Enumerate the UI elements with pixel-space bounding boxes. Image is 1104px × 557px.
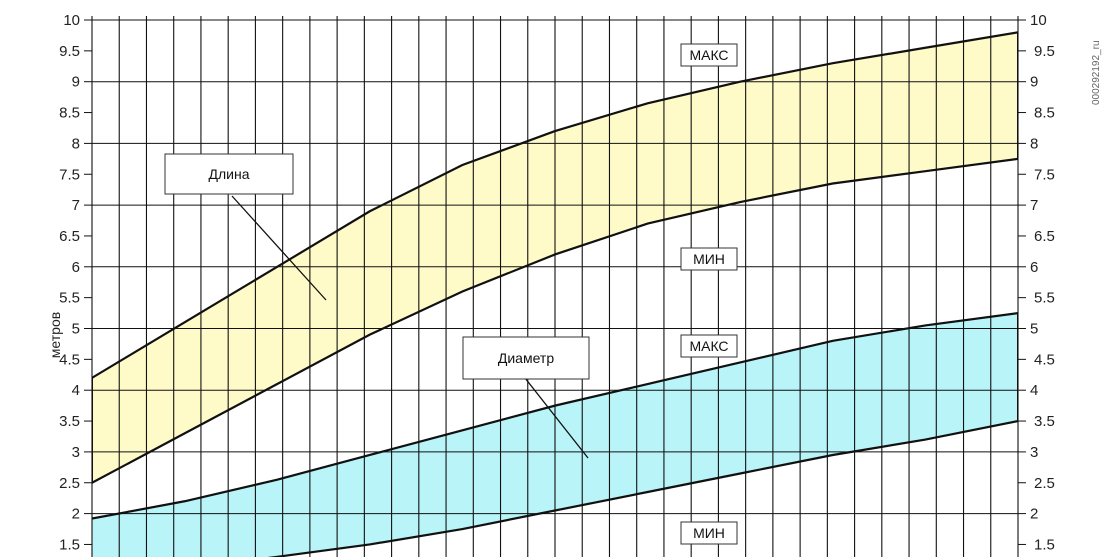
- series-min-line-1: [267, 419, 1018, 557]
- series-label-length-text: Длина: [209, 166, 250, 182]
- y-tick-label-left: 8.5: [59, 105, 80, 122]
- y-tick-label-left: 10: [63, 12, 80, 29]
- diameter-max-label-text: МАКС: [689, 338, 728, 354]
- y-tick-label-left: 8: [72, 135, 80, 152]
- series-label-diameter-frame: [462, 336, 590, 380]
- series-area-0: [92, 32, 1018, 483]
- y-tick-label-left: 7: [72, 197, 80, 214]
- y-tick-label-right: 10: [1030, 12, 1047, 29]
- length-min-label: МИН: [680, 247, 738, 271]
- series-label-diameter: Диаметр: [462, 336, 590, 380]
- y-tick-label-right: 9: [1030, 74, 1038, 91]
- series-label-length: Длина: [164, 153, 294, 195]
- y-tick-label-left: 3: [72, 444, 80, 461]
- y-tick-label-right: 6: [1030, 259, 1038, 276]
- y-tick-label-left: 2: [72, 506, 80, 523]
- diameter-max-label: МАКС: [680, 334, 738, 358]
- y-tick-label-right: 9.5: [1034, 43, 1055, 60]
- y-tick-label-right: 5.5: [1034, 290, 1055, 307]
- y-tick-label-left: 4.5: [59, 351, 80, 368]
- leader-line-diameter: [524, 377, 589, 459]
- y-tick-label-right: 1.5: [1034, 536, 1055, 553]
- length-max-label-text: МАКС: [689, 47, 728, 63]
- length-max-label: МАКС: [680, 43, 738, 67]
- length-max-label-frame: [680, 43, 738, 67]
- leader-line-length: [231, 195, 327, 301]
- y-tick-label-right: 2: [1030, 506, 1038, 523]
- y-tick-label-right: 3: [1030, 444, 1038, 461]
- y-tick-label-right: 7.5: [1034, 166, 1055, 183]
- y-tick-label-left: 5.5: [59, 290, 80, 307]
- y-tick-label-right: 2.5: [1034, 475, 1055, 492]
- diameter-min-label-frame: [680, 521, 738, 545]
- y-tick-label-left: 9: [72, 74, 80, 91]
- y-tick-label-right: 7: [1030, 197, 1038, 214]
- diameter-max-label-frame: [680, 334, 738, 358]
- y-tick-label-right: 5: [1030, 321, 1038, 338]
- y-tick-label-right: 4.5: [1034, 351, 1055, 368]
- y-tick-label-left: 7.5: [59, 166, 80, 183]
- length-min-label-text: МИН: [693, 251, 725, 267]
- y-tick-label-left: 6: [72, 259, 80, 276]
- y-tick-label-left: 4: [72, 382, 80, 399]
- series-max-line-0: [92, 31, 1018, 379]
- series-label-length-frame: [164, 153, 294, 195]
- series-max-line-1: [92, 311, 1018, 520]
- diameter-min-label-text: МИН: [693, 525, 725, 541]
- series-min-line-0: [92, 157, 1018, 484]
- y-tick-label-left: 9.5: [59, 43, 80, 60]
- y-tick-label-left: 5: [72, 321, 80, 338]
- y-tick-label-left: 2.5: [59, 475, 80, 492]
- y-tick-label-right: 6.5: [1034, 228, 1055, 245]
- y-tick-label-left: 3.5: [59, 413, 80, 430]
- y-tick-label-right: 8.5: [1034, 105, 1055, 122]
- series-label-diameter-text: Диаметр: [498, 350, 554, 366]
- y-axis-label: метров: [47, 312, 63, 358]
- y-tick-label-right: 3.5: [1034, 413, 1055, 430]
- diameter-min-label: МИН: [680, 521, 738, 545]
- y-tick-label-right: 4: [1030, 382, 1038, 399]
- watermark: 000292192_ru: [1091, 40, 1102, 105]
- y-tick-label-left: 6.5: [59, 228, 80, 245]
- length-min-label-frame: [680, 247, 738, 271]
- y-tick-label-left: 1.5: [59, 536, 80, 553]
- y-tick-label-right: 8: [1030, 135, 1038, 152]
